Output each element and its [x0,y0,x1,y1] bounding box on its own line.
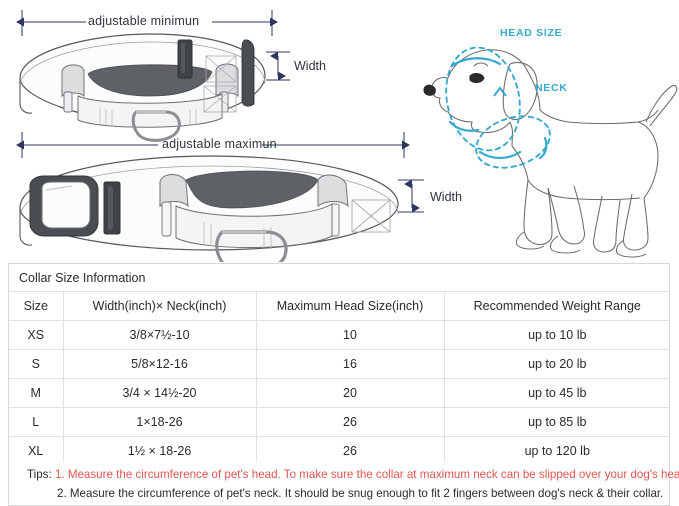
collar-diagram-area: adjustable minimun Width adjustable maxi… [16,10,678,262]
cell-width: 3/8×7½-10 [63,320,257,350]
tips-line-1: Tips: 1. Measure the circumference of pe… [9,465,679,484]
width-label-minimum: Width [294,59,326,73]
dog-measure-guides [445,46,551,169]
dog-measure-accents [448,57,548,160]
neck-label: NECK [535,82,568,94]
header-width-neck: Width(inch)× Neck(inch) [63,291,257,321]
collar-illustrations-svg [16,10,678,262]
table-row: M 3/4 × 14½-20 20 up to 45 lb [9,378,671,408]
collar-size-table-container: Collar Size Information Size Width(inch)… [8,263,671,498]
collar-maximum-illustration [16,132,424,262]
table-title-row: Collar Size Information [9,264,671,292]
cell-size: M [9,378,64,408]
cell-weight: up to 45 lb [444,378,671,408]
cell-head: 20 [256,378,445,408]
header-weight: Recommended Weight Range [444,291,671,321]
header-max-head: Maximum Head Size(inch) [256,291,445,321]
tips-text-1: 1. Measure the circumference of pet's he… [54,468,679,481]
width-label-maximum: Width [430,190,462,204]
cell-weight: up to 120 lb [444,436,671,466]
cell-head: 10 [256,320,445,350]
tips-line-2: 2. Measure the circumference of pet's ne… [9,484,669,503]
table-row: XL 1½ × 18-26 26 up to 120 lb [9,436,671,466]
head-size-arrow [493,86,507,97]
cell-size: XS [9,320,64,350]
cell-width: 1×18-26 [63,407,257,437]
cell-width: 5/8×12-16 [63,349,257,379]
dog-illustration [423,49,678,258]
tips-text-2: 2. Measure the circumference of pet's ne… [57,487,664,500]
cell-size: S [9,349,64,379]
table-row: L 1×18-26 26 up to 85 lb [9,407,671,437]
table-row: XS 3/8×7½-10 10 up to 10 lb [9,320,671,350]
cell-width: 1½ × 18-26 [63,436,257,466]
head-size-label: HEAD SIZE [500,27,563,39]
cell-size: L [9,407,64,437]
tips-label: Tips: [27,468,52,481]
cell-weight: up to 20 lb [444,349,671,379]
adjustable-minimum-label: adjustable minimun [88,14,200,28]
table-title: Collar Size Information [9,264,671,292]
cell-head: 16 [256,349,445,379]
cell-width: 3/4 × 14½-20 [63,378,257,408]
header-size: Size [9,291,64,321]
cell-weight: up to 85 lb [444,407,671,437]
cell-weight: up to 10 lb [444,320,671,350]
table-row: S 5/8×12-16 16 up to 20 lb [9,349,671,379]
collar-minimum-illustration [16,10,290,142]
table-header-row: Size Width(inch)× Neck(inch) Maximum Hea… [9,291,671,321]
cell-head: 26 [256,436,445,466]
collar-size-table: Collar Size Information Size Width(inch)… [9,264,671,466]
cell-head: 26 [256,407,445,437]
adjustable-maximum-label: adjustable maximun [162,137,277,151]
tips-section: Tips: 1. Measure the circumference of pe… [8,462,679,506]
